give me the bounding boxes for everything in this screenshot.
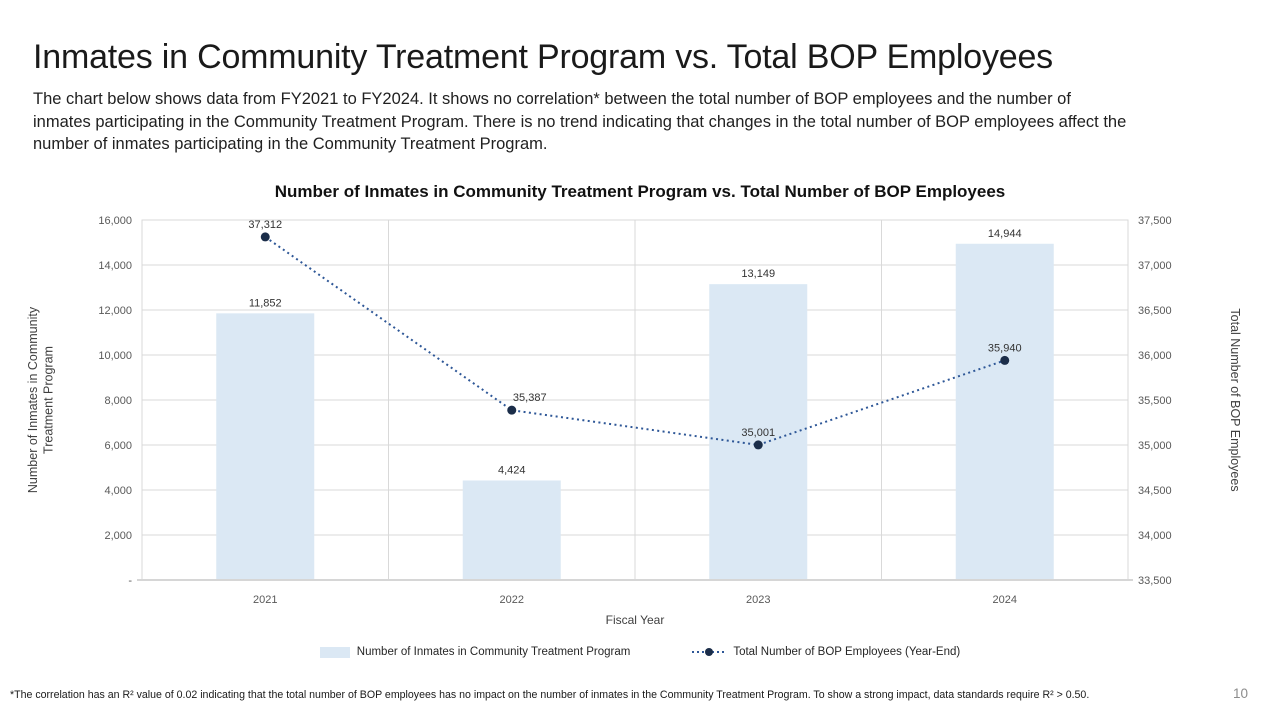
legend-label-employees: Total Number of BOP Employees (Year-End) — [733, 646, 961, 658]
line-label-2021: 37,312 — [248, 219, 282, 231]
footnote: *The correlation has an R² value of 0.02… — [10, 689, 1090, 701]
right-axis-tick: 35,500 — [1138, 395, 1172, 407]
line-label-2024: 35,940 — [988, 342, 1022, 354]
combo-chart: 11,852 4,424 13,149 14,944 37,312 35,387 35,00… — [26, 215, 1242, 627]
left-axis-tick: 6,000 — [104, 440, 132, 452]
right-axis-tick: 36,500 — [1138, 305, 1172, 317]
legend-item-employees: Total Number of BOP Employees (Year-End) — [692, 646, 960, 658]
employees-line — [264, 236, 1006, 446]
line-point-2021 — [260, 232, 270, 242]
bar-label-2023: 13,149 — [741, 268, 775, 280]
line-series-swatch-icon — [692, 648, 727, 656]
left-axis-tick: 10,000 — [98, 350, 132, 362]
chart-title: Number of Inmates in Community Treatment… — [274, 182, 1006, 201]
left-axis-tick: - — [128, 575, 132, 587]
line-point-2022 — [507, 405, 517, 415]
chart-legend: Number of Inmates in Community Treatment… — [0, 646, 1280, 658]
left-axis-tick: 4,000 — [104, 485, 132, 497]
line-point-2024 — [1000, 355, 1010, 365]
right-axis-tick: 34,000 — [1138, 530, 1172, 542]
right-axis-tick: 37,500 — [1138, 215, 1172, 227]
left-axis-tick: 2,000 — [104, 530, 132, 542]
left-axis-title: Treatment Program — [42, 346, 56, 454]
left-axis-title: Number of Inmates in Community — [26, 306, 40, 493]
legend-item-inmates: Number of Inmates in Community Treatment… — [319, 646, 631, 658]
legend-label-inmates: Number of Inmates in Community Treatment… — [356, 646, 631, 658]
bar-label-2022: 4,424 — [498, 464, 526, 476]
bar-2024 — [955, 243, 1054, 580]
x-axis-title: Fiscal Year — [606, 613, 665, 627]
page-number: 10 — [1233, 686, 1249, 701]
line-label-2022: 35,387 — [513, 392, 547, 404]
bar-label-2024: 14,944 — [988, 228, 1022, 240]
x-tick-2023: 2023 — [746, 594, 770, 606]
left-axis-tick: 8,000 — [104, 395, 132, 407]
line-point-2023 — [753, 440, 763, 450]
x-tick-2022: 2022 — [500, 594, 524, 606]
bar-2022 — [462, 480, 561, 580]
page-title: Inmates in Community Treatment Program v… — [33, 38, 1053, 76]
line-label-2023: 35,001 — [741, 427, 775, 439]
bar-2021 — [216, 313, 315, 580]
left-axis-tick: 16,000 — [98, 215, 132, 227]
right-axis-tick: 34,500 — [1138, 485, 1172, 497]
left-axis-tick: 12,000 — [98, 305, 132, 317]
left-axis-tick: 14,000 — [98, 260, 132, 272]
bar-2023 — [709, 284, 808, 580]
bar-label-2021: 11,852 — [249, 297, 282, 309]
right-axis-title: Total Number of BOP Employees — [1228, 308, 1242, 491]
right-axis-tick: 37,000 — [1138, 260, 1172, 272]
right-axis-tick: 35,000 — [1138, 440, 1172, 452]
bar-series-swatch-icon — [319, 646, 350, 658]
slide-description: The chart below shows data from FY2021 t… — [33, 90, 1127, 154]
x-tick-2021: 2021 — [253, 594, 277, 606]
right-axis-tick: 33,500 — [1138, 575, 1172, 587]
x-tick-2024: 2024 — [993, 594, 1017, 606]
right-axis-tick: 36,000 — [1138, 350, 1172, 362]
